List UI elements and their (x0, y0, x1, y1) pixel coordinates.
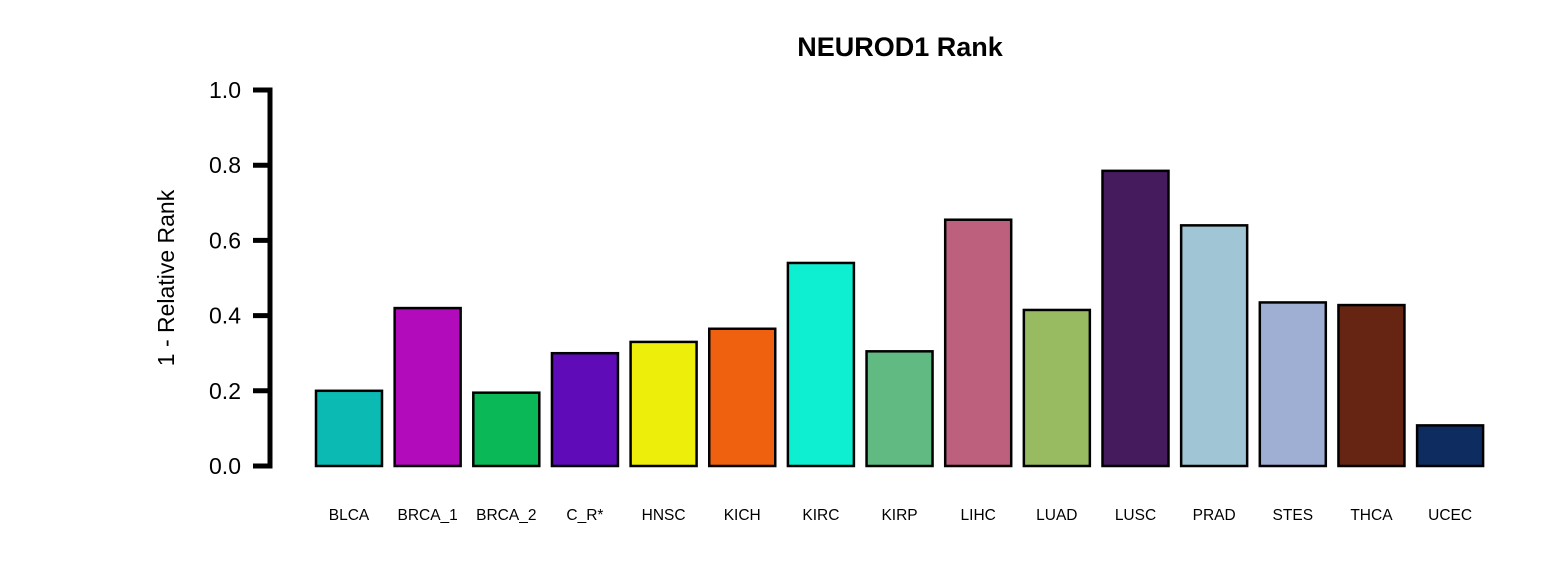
x-tick-label: C_R* (566, 507, 603, 524)
x-tick-label: UCEC (1428, 507, 1472, 524)
y-tick-label: 0.4 (209, 303, 241, 329)
bar-brca-2 (472, 391, 541, 468)
y-tick-label: 0.8 (209, 152, 241, 178)
bar-prad (1179, 224, 1249, 468)
x-tick-label: KIRP (881, 507, 917, 524)
bar-lusc (1101, 169, 1170, 468)
y-tick-label: 0.0 (209, 453, 241, 479)
bar-lihc (943, 218, 1013, 468)
y-tick-label: 0.2 (209, 378, 241, 404)
bar-brca-1 (393, 306, 462, 468)
bar-blca (314, 389, 384, 468)
x-tick-label: KIRC (802, 507, 839, 524)
x-tick-label: KICH (724, 507, 761, 524)
y-axis: 0.0 0.2 0.4 0.6 0.8 1.0 (209, 77, 273, 479)
x-tick-labels: BLCA BRCA_1 BRCA_2 C_R* HNSC KICH KIRC KIRP LIHC… (329, 507, 1472, 524)
bar-luad (1022, 308, 1092, 468)
x-tick-label: LUSC (1115, 507, 1156, 524)
x-tick-label: BRCA_2 (476, 507, 536, 524)
x-tick-label: BRCA_1 (397, 507, 457, 524)
bar-hnsc (629, 340, 698, 468)
bars (314, 169, 1485, 468)
bar-ucec (1415, 424, 1485, 468)
x-tick-label: THCA (1350, 507, 1393, 524)
x-tick-label: LUAD (1036, 507, 1077, 524)
y-tick-label: 1.0 (209, 77, 241, 103)
x-tick-label: LIHC (961, 507, 996, 524)
x-tick-label: PRAD (1193, 507, 1236, 524)
chart-title: NEUROD1 Rank (797, 32, 1004, 62)
x-tick-label: STES (1273, 507, 1313, 524)
bar-thca (1337, 303, 1406, 468)
bar-kirp (865, 350, 934, 468)
y-axis-label: 1 - Relative Rank (153, 189, 179, 366)
bar-c-r- (550, 351, 620, 468)
y-tick-label: 0.6 (209, 227, 241, 253)
bar-stes (1258, 301, 1328, 468)
x-tick-label: HNSC (642, 507, 686, 524)
x-tick-label: BLCA (329, 507, 370, 524)
bar-kich (708, 327, 777, 468)
bar-kirc (786, 261, 856, 468)
